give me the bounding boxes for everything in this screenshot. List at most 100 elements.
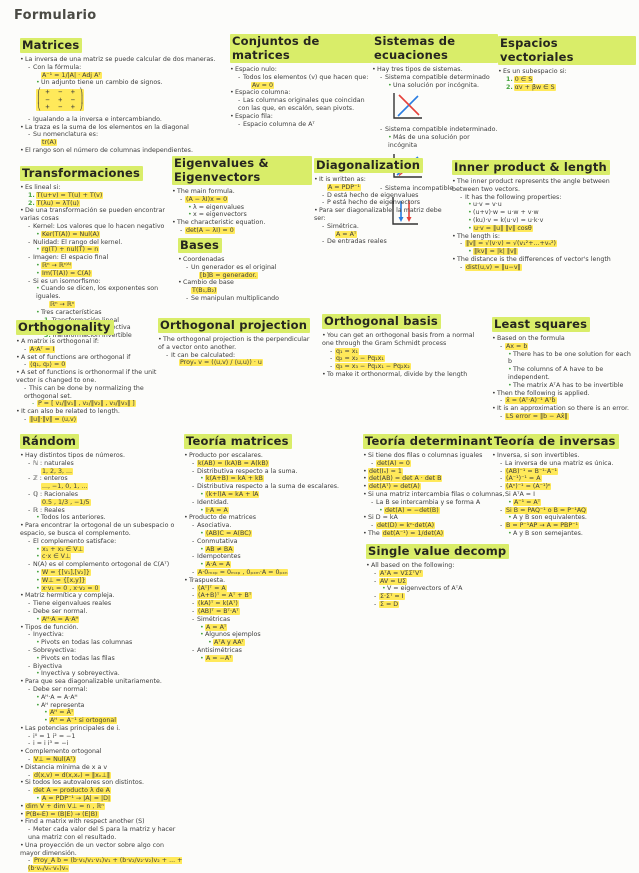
note-text: Simétricas — [197, 615, 231, 623]
note-line: •Based on the formula — [492, 335, 636, 343]
note-line: •The characteristic equation. — [172, 219, 312, 227]
note-text: Es lineal si: — [25, 184, 61, 191]
bullet-marker: • — [200, 654, 204, 662]
bullet-marker: • — [363, 490, 367, 498]
highlighted-formula: (A+B)ᵀ = Aᵀ + Bᵀ — [197, 592, 253, 600]
note-line: • Ker(T(A)) = Nul(A) — [20, 230, 168, 239]
note-line: - Si AᵀA = I — [492, 491, 638, 499]
bullet-marker: • — [20, 592, 24, 600]
note-line: - ‖v‖ = √(v·v) = √(v₁²+...+vₙ²) — [452, 240, 636, 248]
bullet-marker: • — [36, 285, 40, 293]
bullet-marker: • — [178, 256, 182, 263]
note-line: - Sistema compatible determinado — [372, 74, 498, 82]
highlighted-formula: 1, 2, 3, ... — [41, 467, 74, 475]
bullet-marker: - — [500, 459, 503, 467]
bullet-marker: - — [322, 199, 325, 207]
note-line: - x̂ = (Aᵀ·A)⁻¹ Aᵀb — [492, 397, 636, 405]
note-text: Un adjunto tiene un cambio de signos. — [41, 79, 163, 87]
highlighted-formula: T(B₁,B₂) — [191, 287, 218, 295]
section-items: •All based on the following: - AᵀA = VΣΣᵀV… — [366, 562, 518, 609]
note-line: • A·A = A — [184, 561, 360, 569]
highlighted-formula: (Aᵀ)ᵀ = A — [197, 584, 227, 592]
bullet-marker: • — [508, 514, 512, 522]
note-text: La traza es la suma de los elementos en … — [25, 123, 189, 131]
bullet-marker: 3. — [44, 332, 51, 340]
bullet-marker: 1. — [506, 75, 513, 83]
highlighted-formula: T(u+v) = T(u) + T(v) — [35, 191, 104, 199]
note-line: • rg(T) + nul(T) = n — [20, 246, 168, 254]
note-line: - Su nomenclatura es: — [20, 131, 228, 139]
note-line: •Producto de matrices — [184, 514, 360, 522]
bullet-marker: - — [500, 397, 503, 405]
note-text: The main formula. — [177, 188, 235, 195]
highlighted-formula: Av = 0 — [251, 81, 274, 89]
bullet-marker: - — [28, 662, 31, 670]
note-line: • W⊥ = {[x,y]} — [20, 576, 184, 585]
note-line: • det(Iₙ) = 1 — [363, 467, 521, 476]
bullet-marker: • — [188, 203, 192, 211]
highlighted-formula: AᵀA = VΣΣᵀVᵀ — [379, 569, 423, 577]
bullet-marker: - — [371, 522, 374, 530]
bullet-marker: • — [36, 261, 40, 269]
note-line: •Inyectiva y sobreyectiva. — [20, 670, 184, 678]
bullet-marker: • — [36, 308, 40, 316]
bullet-marker: • — [314, 207, 318, 215]
section-items: •The orthogonal projection is the perpen… — [158, 336, 316, 367]
note-line: •Distancia mínima de x a v — [20, 764, 184, 772]
note-text: Las potencias principales de i. — [25, 724, 121, 732]
bullet-marker: - — [28, 561, 31, 569]
bullet-marker: - — [28, 537, 31, 545]
note-text: Imagen: El espacio final — [33, 254, 109, 262]
highlighted-formula: det(A − λI) = 0 — [185, 226, 235, 234]
note-text: Tiene eigenvalues reales — [33, 600, 112, 608]
note-line: - q₂ = x₂ − Pq₁x₁ — [322, 355, 488, 363]
highlighted-formula: q₁ = x₁ — [335, 347, 360, 355]
highlighted-formula: AB ≠ BA — [205, 545, 234, 553]
bullet-marker: - — [380, 184, 383, 192]
bullet-marker: - — [28, 756, 31, 764]
bullet-marker: - — [28, 222, 31, 230]
note-line: - Distributiva respecto a la suma de esca… — [184, 483, 360, 491]
note-text: Si AᵀA = I — [505, 490, 535, 498]
section-title: Least squares — [492, 317, 591, 332]
section-items: •Inversa, si son invertibles. - La inversa… — [492, 452, 638, 538]
section-items: •You can get an orthogonal basis from a … — [322, 332, 488, 379]
bullet-marker: - — [330, 355, 333, 363]
highlighted-formula: det(A⁻¹) = 1/det(A) — [381, 529, 445, 537]
bullet-marker: • — [16, 353, 20, 361]
note-text: Para ser diagonalizable, la matriz debe … — [314, 207, 442, 222]
bullet-marker: • — [16, 408, 20, 416]
note-line: - Espacio columna de Aᵀ — [230, 121, 372, 129]
bullet-marker: • — [468, 201, 472, 209]
note-line: • AB ≠ BA — [184, 545, 360, 554]
highlighted-formula: A = −Aᵀ — [205, 654, 233, 662]
bullet-marker: • — [230, 112, 234, 120]
note-text: De una transformación se pueden encontra… — [20, 207, 165, 223]
note-text: It has the following properties: — [465, 193, 562, 201]
note-line: 2. T(λu) = λT(u) — [20, 199, 168, 208]
bullet-marker: - — [192, 498, 195, 506]
note-line: • I·A = A — [184, 506, 360, 515]
note-line: • AᵀA y AAᵀ — [184, 639, 360, 647]
highlighted-formula: ‖kv‖ = |k| ‖v‖ — [473, 248, 518, 256]
highlighted-formula: det(Aᵀ) = det(A) — [368, 483, 421, 491]
note-line: •La inversa de una matriz se puede calcu… — [20, 56, 228, 64]
bullet-marker: - — [24, 384, 27, 392]
note-line: - Todos los elementos (v) que hacen que: — [230, 74, 372, 82]
note-text: There has to be one solution for each b — [508, 350, 631, 366]
bullet-marker: - — [24, 361, 27, 369]
note-line: •Una solución por incógnita. — [372, 82, 498, 90]
highlighted-formula: A·Aᵀ = I — [29, 345, 56, 353]
bullet-marker: - — [374, 600, 377, 608]
note-text: Distributiva respecto a la suma. — [197, 467, 298, 475]
note-line: - El complemento satisface: — [20, 538, 184, 546]
note-line: - ‖u‖·‖v‖ = ⟨u,v⟩ — [16, 415, 174, 424]
note-text: Complemento ortogonal — [25, 748, 102, 756]
section-title: Matrices — [20, 38, 83, 53]
note-text: Para encontrar la ortogonal de un subesp… — [20, 522, 175, 537]
bullet-marker: • — [322, 332, 326, 339]
bullet-marker: • — [20, 184, 24, 191]
section-teoria-determinantes: Teoría determinantes •Si tiene dos filas … — [363, 430, 521, 538]
note-text: Cuando se dicen, los exponentes son igua… — [36, 285, 159, 301]
section-eigenvalues: Eigenvalues & Eigenvectors •The main form… — [172, 156, 312, 235]
